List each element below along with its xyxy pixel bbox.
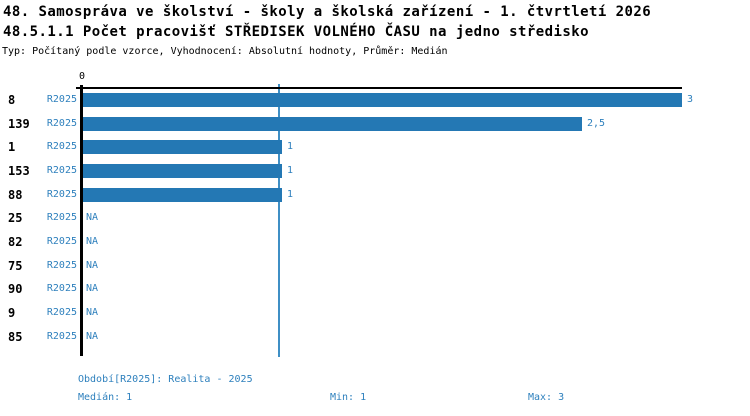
bar-value-label: 1 (287, 165, 294, 176)
bar-value-label: 1 (287, 189, 294, 200)
y-axis-line (80, 85, 83, 356)
row-id-label: 139 (8, 117, 30, 131)
report-meta: Typ: Počítaný podle vzorce, Vyhodnocení:… (2, 46, 448, 57)
bar-value-label: 1 (287, 141, 294, 152)
row-id-label: 75 (8, 259, 23, 273)
bar (83, 188, 282, 202)
row-period-label: R2025 (46, 260, 77, 271)
row-period-label: R2025 (46, 189, 77, 200)
chart-row: 25 R2025 NA (0, 211, 750, 225)
row-id-label: 8 (8, 93, 16, 107)
bar-value-label: NA (86, 307, 99, 318)
row-id-label: 82 (8, 235, 23, 249)
row-id-label: 9 (8, 306, 16, 320)
row-period-label: R2025 (46, 165, 77, 176)
median-stat: Medián: 1 (78, 392, 133, 403)
bar (83, 93, 682, 107)
row-id-label: 25 (8, 211, 23, 225)
row-id-label: 85 (8, 330, 23, 344)
row-id-label: 1 (8, 140, 16, 154)
row-period-label: R2025 (46, 118, 77, 129)
bar-value-label: NA (86, 283, 99, 294)
axis-zero-label: 0 (78, 71, 86, 82)
row-id-label: 90 (8, 282, 23, 296)
chart-row: 85 R2025 NA (0, 330, 750, 344)
bar-value-label: NA (86, 260, 99, 271)
row-period-label: R2025 (46, 283, 77, 294)
max-stat: Max: 3 (528, 392, 565, 403)
bar (83, 164, 282, 178)
chart-row: 90 R2025 NA (0, 282, 750, 296)
chart-row: 75 R2025 NA (0, 259, 750, 273)
period-legend: Období[R2025]: Realita - 2025 (78, 374, 253, 385)
bar-value-label: NA (86, 236, 99, 247)
chart-row: 88 R2025 1 (0, 188, 750, 202)
min-stat: Min: 1 (330, 392, 367, 403)
chart-row: 153 R2025 1 (0, 164, 750, 178)
row-period-label: R2025 (46, 141, 77, 152)
row-period-label: R2025 (46, 236, 77, 247)
chart-row: 82 R2025 NA (0, 235, 750, 249)
bar-value-label: NA (86, 212, 99, 223)
median-gridline (278, 84, 280, 357)
indicator-title: 48.5.1.1 Počet pracovišť STŘEDISEK VOLNÉ… (3, 24, 589, 40)
report-title: 48. Samospráva ve školství - školy a ško… (3, 4, 652, 20)
row-period-label: R2025 (46, 212, 77, 223)
chart-row: 1 R2025 1 (0, 140, 750, 154)
row-period-label: R2025 (46, 307, 77, 318)
row-period-label: R2025 (46, 331, 77, 342)
chart-row: 8 R2025 3 (0, 93, 750, 107)
chart-row: 139 R2025 2,5 (0, 117, 750, 131)
chart-row: 9 R2025 NA (0, 306, 750, 320)
bar (83, 140, 282, 154)
bar-value-label: 3 (687, 94, 694, 105)
row-period-label: R2025 (46, 94, 77, 105)
bar-value-label: 2,5 (587, 118, 606, 129)
row-id-label: 153 (8, 164, 30, 178)
bar (83, 117, 582, 131)
row-id-label: 88 (8, 188, 23, 202)
x-axis-line (76, 87, 682, 89)
bar-value-label: NA (86, 331, 99, 342)
